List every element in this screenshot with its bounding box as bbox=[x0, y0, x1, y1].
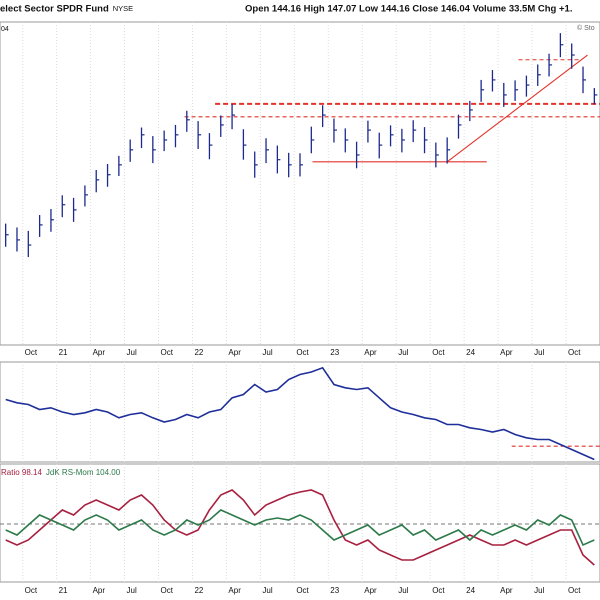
x-tick-label: Oct bbox=[296, 586, 309, 595]
rrg-panel bbox=[0, 463, 600, 583]
ratio-panel bbox=[0, 361, 600, 463]
x-tick-label: 21 bbox=[59, 348, 68, 357]
x-tick-label: Apr bbox=[228, 348, 241, 357]
x-tick-label: Oct bbox=[160, 586, 173, 595]
x-tick-label: Jul bbox=[398, 586, 408, 595]
x-tick-label: 23 bbox=[330, 586, 339, 595]
x-tick-label: Oct bbox=[432, 348, 445, 357]
x-tick-label: Oct bbox=[25, 586, 38, 595]
x-tick-label: 24 bbox=[466, 586, 475, 595]
exchange: NYSE bbox=[113, 4, 133, 13]
x-tick-label: Apr bbox=[500, 586, 513, 595]
x-tick-label: Apr bbox=[228, 586, 241, 595]
x-tick-label: Jul bbox=[127, 348, 137, 357]
x-tick-label: Oct bbox=[432, 586, 445, 595]
annotation-line bbox=[446, 54, 588, 163]
x-tick-label: Oct bbox=[568, 586, 581, 595]
legend-entry: JdK RS-Mom 104.00 bbox=[46, 468, 121, 477]
x-tick-label: 24 bbox=[466, 348, 475, 357]
corner-label: 04 bbox=[1, 26, 9, 33]
x-tick-label: Apr bbox=[93, 586, 106, 595]
x-tick-label: Apr bbox=[364, 586, 377, 595]
x-tick-label: Jul bbox=[127, 586, 137, 595]
x-tick-label: Apr bbox=[364, 348, 377, 357]
ratio-line bbox=[5, 366, 595, 461]
x-tick-label: 21 bbox=[59, 586, 68, 595]
x-tick-label: 23 bbox=[330, 348, 339, 357]
x-tick-label: Oct bbox=[296, 348, 309, 357]
x-tick-label: Oct bbox=[568, 348, 581, 357]
series-line bbox=[5, 509, 595, 547]
legend-entry: Ratio 98.14 bbox=[1, 468, 42, 477]
price-panel bbox=[0, 21, 600, 346]
x-tick-label: Jul bbox=[398, 348, 408, 357]
x-tick-label: Jul bbox=[534, 586, 544, 595]
quote: Open 144.16 High 147.07 Low 144.16 Close… bbox=[245, 4, 572, 15]
x-tick-label: Oct bbox=[160, 348, 173, 357]
series-line bbox=[5, 489, 595, 566]
x-tick-label: 22 bbox=[194, 348, 203, 357]
x-tick-label: Oct bbox=[25, 348, 38, 357]
x-tick-label: Jul bbox=[534, 348, 544, 357]
x-tick-label: Jul bbox=[262, 586, 272, 595]
x-tick-label: 22 bbox=[194, 586, 203, 595]
source: © Sto bbox=[577, 24, 595, 32]
x-tick-label: Apr bbox=[93, 348, 106, 357]
x-tick-label: Apr bbox=[500, 348, 513, 357]
x-tick-label: Jul bbox=[262, 348, 272, 357]
chart-title: elect Sector SPDR Fund bbox=[0, 4, 109, 15]
